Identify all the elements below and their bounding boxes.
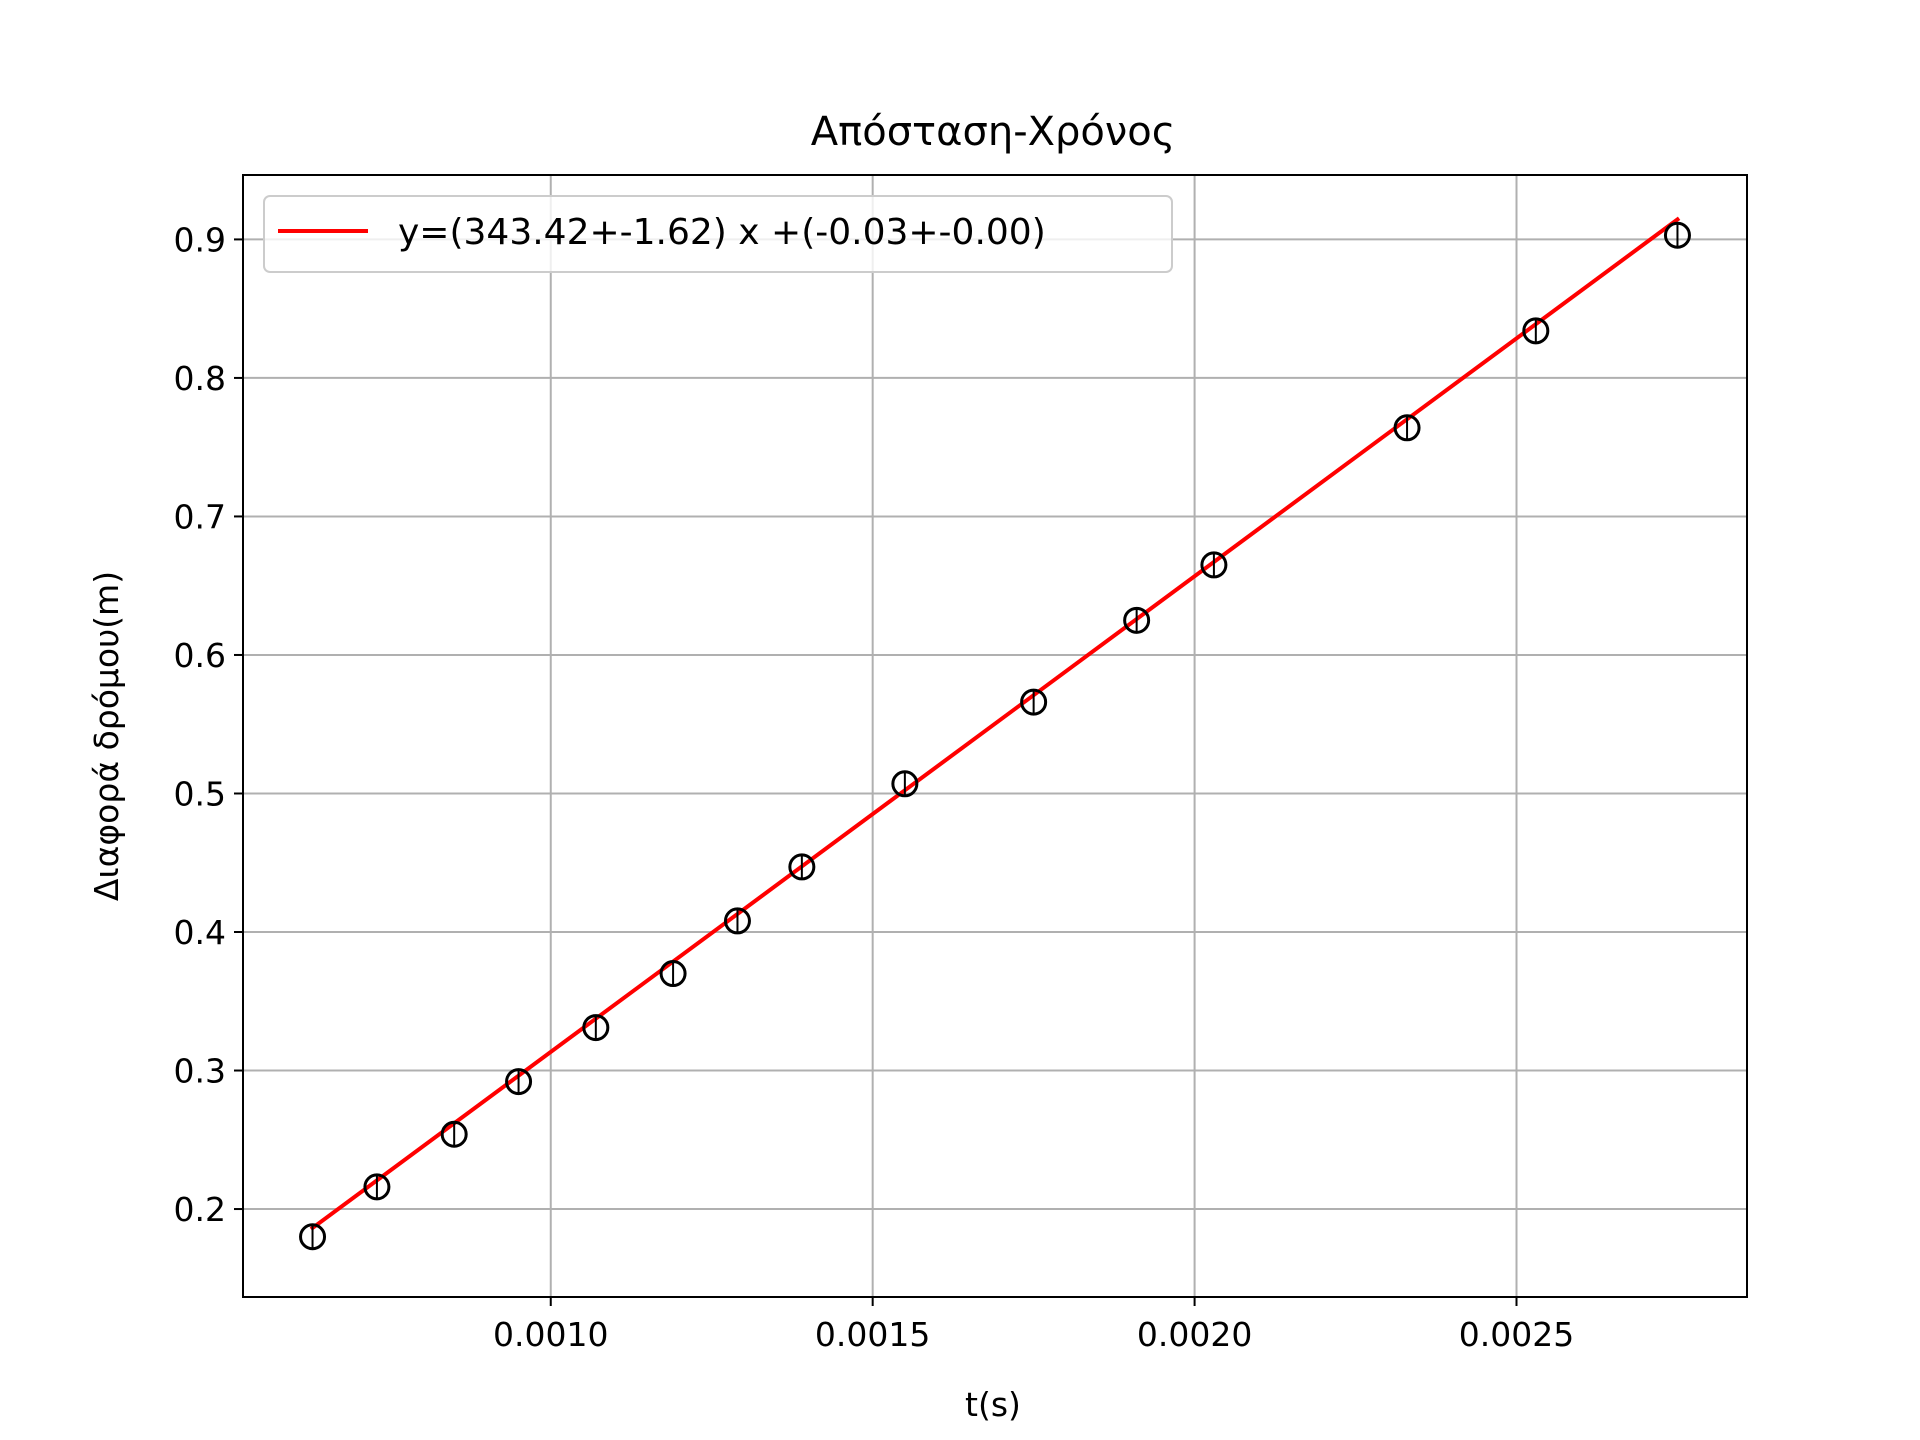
y-tick-label: 0.6 [174, 636, 226, 675]
y-axis-label: Διαφορά δρόμου(m) [87, 571, 126, 901]
data-points [299, 221, 1691, 1251]
plot-frame [242, 174, 1748, 1298]
y-tick-label: 0.3 [174, 1052, 226, 1091]
y-tick-label: 0.5 [174, 774, 226, 813]
legend-entry-fit: y=(343.42+-1.62) x +(-0.03+-0.00) [398, 212, 1046, 253]
x-axis-label: t(s) [965, 1385, 1021, 1424]
x-tick-label: 0.0025 [1459, 1315, 1574, 1354]
legend-box [263, 195, 1173, 273]
fit-line [309, 216, 1681, 1231]
y-tick-label: 0.8 [174, 359, 226, 398]
x-axis-ticks: 0.0010 0.0015 0.0020 0.0025 [493, 1297, 1574, 1354]
y-tick-label: 0.2 [174, 1190, 226, 1229]
grid [243, 175, 1747, 1297]
chart-title: Απόσταση-Χρόνος [811, 109, 1175, 155]
x-tick-label: 0.0010 [493, 1315, 608, 1354]
x-tick-label: 0.0015 [815, 1315, 930, 1354]
fit-line-group [309, 216, 1681, 1231]
y-tick-label: 0.9 [174, 220, 226, 259]
y-axis-ticks: 0.2 0.3 0.4 0.5 0.6 0.7 0.8 0.9 [174, 220, 243, 1229]
y-tick-label: 0.7 [174, 497, 226, 536]
legend: y=(343.42+-1.62) x +(-0.03+-0.00) [263, 195, 1173, 273]
x-tick-label: 0.0020 [1137, 1315, 1252, 1354]
y-tick-label: 0.4 [174, 913, 226, 952]
